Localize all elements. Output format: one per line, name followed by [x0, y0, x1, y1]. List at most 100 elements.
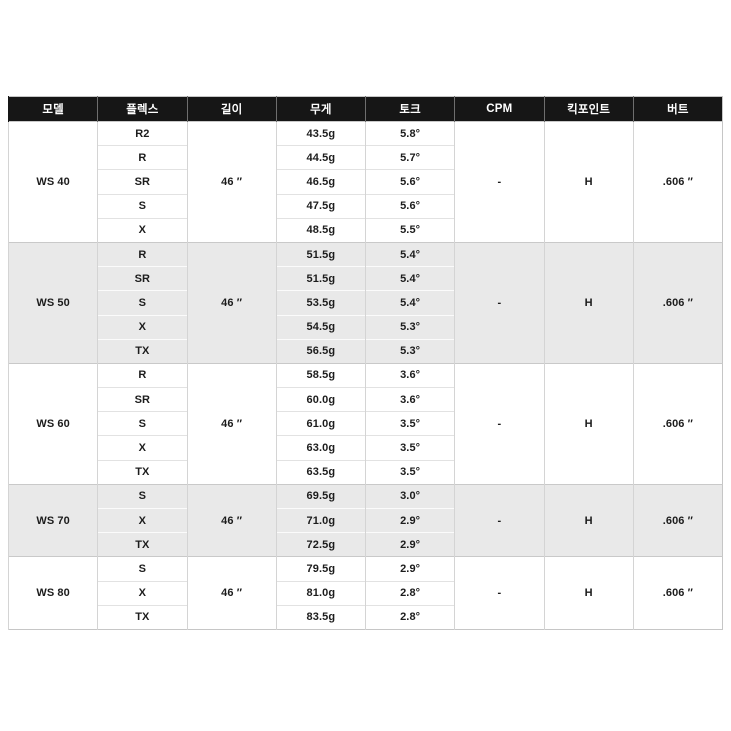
cell-weight: 63.0g [275, 435, 366, 461]
cell-kickpoint: H [543, 241, 634, 364]
table-row: SR 60.0g 3.6° [9, 387, 723, 412]
cell-weight: 51.5g [275, 241, 366, 267]
cell-flex: SR [97, 169, 187, 195]
column-header-length: 길이 [186, 96, 277, 122]
cell-kickpoint: H [543, 121, 634, 243]
table-row: X 48.5g 5.5° [9, 217, 723, 243]
cell-model: WS 80 [7, 556, 98, 630]
cell-length: 46 ″ [186, 362, 277, 485]
cell-flex: R [97, 145, 187, 170]
cell-torque: 5.4° [364, 290, 455, 315]
cell-flex: X [97, 217, 187, 243]
cell-weight: 56.5g [275, 338, 366, 364]
table-row: X 81.0g 2.8° [9, 580, 723, 606]
cell-flex: S [97, 290, 187, 315]
cell-kickpoint: H [543, 483, 634, 557]
cell-torque: 3.5° [364, 435, 455, 461]
cell-weight: 51.5g [275, 266, 366, 291]
table-row: TX 83.5g 2.8° [9, 604, 723, 630]
cell-weight: 43.5g [275, 120, 366, 146]
cell-flex: S [97, 411, 187, 436]
cell-flex: SR [97, 266, 187, 291]
cell-length: 46 ″ [186, 241, 277, 364]
table-row: TX 72.5g 2.9° [9, 532, 723, 557]
table-row: WS 70 S 46 ″ 69.5g 3.0° - H .606 ″ [7, 483, 723, 557]
table-row: WS 40 R2 46 ″ 43.5g 5.8° - H .606 ″ [7, 120, 723, 243]
table-row: WS 80 S 46 ″ 79.5g 2.9° - H .606 ″ [7, 556, 723, 630]
cell-model: WS 70 [7, 483, 98, 557]
table-row: SR 46.5g 5.6° [9, 169, 723, 195]
cell-flex: TX [97, 338, 187, 364]
cell-weight: 58.5g [275, 362, 366, 388]
cell-torque: 3.5° [364, 459, 455, 485]
cell-flex: TX [97, 604, 187, 630]
cell-butt: .606 ″ [632, 483, 723, 557]
cell-weight: 63.5g [275, 459, 366, 485]
cell-weight: 54.5g [275, 314, 366, 340]
cell-cpm: - [454, 362, 544, 485]
column-header-cpm: CPM [454, 96, 544, 122]
cell-weight: 46.5g [275, 169, 366, 195]
cell-torque: 3.6° [364, 362, 455, 388]
cell-torque: 5.3° [364, 338, 455, 364]
cell-torque: 5.4° [364, 241, 455, 267]
table-row: SR 51.5g 5.4° [9, 266, 723, 291]
cell-flex: TX [97, 532, 187, 557]
cell-weight: 48.5g [275, 217, 366, 243]
table-row: TX 56.5g 5.3° [9, 338, 723, 364]
cell-flex: X [97, 314, 187, 340]
cell-torque: 2.8° [364, 604, 455, 630]
column-header-model: 모델 [7, 96, 98, 122]
cell-torque: 3.6° [364, 387, 455, 412]
cell-weight: 60.0g [275, 387, 366, 412]
cell-flex: R [97, 241, 187, 267]
header-row: 모델 플렉스 길이 무게 토크 CPM 킥포인트 버트 [7, 96, 723, 122]
table-row: TX 63.5g 3.5° [9, 459, 723, 485]
cell-weight: 79.5g [275, 556, 366, 582]
cell-cpm: - [454, 483, 544, 557]
cell-butt: .606 ″ [632, 241, 723, 364]
cell-torque: 3.0° [364, 483, 455, 509]
cell-weight: 53.5g [275, 290, 366, 315]
cell-weight: 71.0g [275, 507, 366, 533]
cell-weight: 47.5g [275, 193, 366, 219]
cell-kickpoint: H [543, 556, 634, 630]
table-row: WS 50 R 46 ″ 51.5g 5.4° - H .606 ″ [7, 241, 723, 364]
cell-flex: S [97, 193, 187, 219]
table-row: X 63.0g 3.5° [9, 435, 723, 461]
column-header-torque: 토크 [364, 96, 455, 122]
cell-torque: 5.6° [364, 193, 455, 219]
cell-cpm: - [454, 121, 544, 243]
cell-torque: 5.3° [364, 314, 455, 340]
cell-weight: 83.5g [275, 604, 366, 630]
table-row: WS 60 R 46 ″ 58.5g 3.6° - H .606 ″ [7, 362, 723, 485]
cell-flex: X [97, 507, 187, 533]
cell-weight: 72.5g [275, 532, 366, 557]
column-header-weight: 무게 [275, 96, 366, 122]
table-row: S 53.5g 5.4° [9, 290, 723, 315]
column-header-kickpoint: 킥포인트 [543, 96, 634, 122]
cell-model: WS 50 [7, 241, 98, 364]
cell-torque: 2.9° [364, 507, 455, 533]
column-header-flex: 플렉스 [97, 96, 187, 122]
table-row: X 71.0g 2.9° [9, 507, 723, 533]
cell-weight: 44.5g [275, 145, 366, 170]
cell-flex: SR [97, 387, 187, 412]
cell-flex: S [97, 556, 187, 582]
table-row: X 54.5g 5.3° [9, 314, 723, 340]
table-row: S 61.0g 3.5° [9, 411, 723, 436]
cell-model: WS 40 [7, 121, 98, 243]
cell-flex: R2 [97, 120, 187, 146]
cell-model: WS 60 [7, 362, 98, 485]
cell-cpm: - [454, 241, 544, 364]
cell-torque: 2.9° [364, 532, 455, 557]
cell-torque: 5.8° [364, 120, 455, 146]
table-row: R 44.5g 5.7° [9, 145, 723, 170]
cell-flex: R [97, 362, 187, 388]
cell-weight: 69.5g [275, 483, 366, 509]
cell-cpm: - [454, 556, 544, 630]
cell-weight: 61.0g [275, 411, 366, 436]
cell-length: 46 ″ [186, 121, 277, 243]
cell-torque: 5.4° [364, 266, 455, 291]
